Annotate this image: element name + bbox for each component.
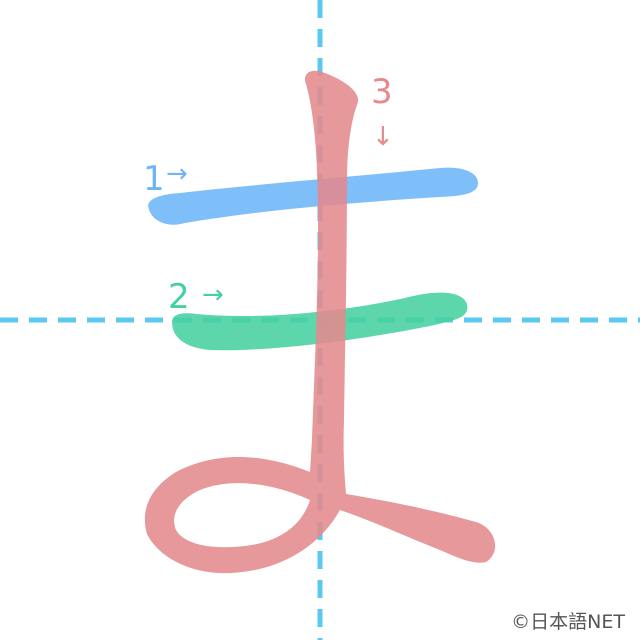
stroke-3-path (144, 70, 496, 574)
stroke-1-path (148, 167, 478, 225)
stroke-3-number: 3 (371, 72, 393, 112)
stroke-2-number: 2 (168, 277, 190, 317)
stroke-1-arrow: → (166, 159, 188, 189)
stroke-3-arrow: ↓ (372, 122, 394, 152)
stroke-1-number: 1 (143, 159, 165, 199)
stroke-2-arrow: → (202, 280, 224, 310)
copyright-text: ©日本語NET (511, 611, 625, 633)
